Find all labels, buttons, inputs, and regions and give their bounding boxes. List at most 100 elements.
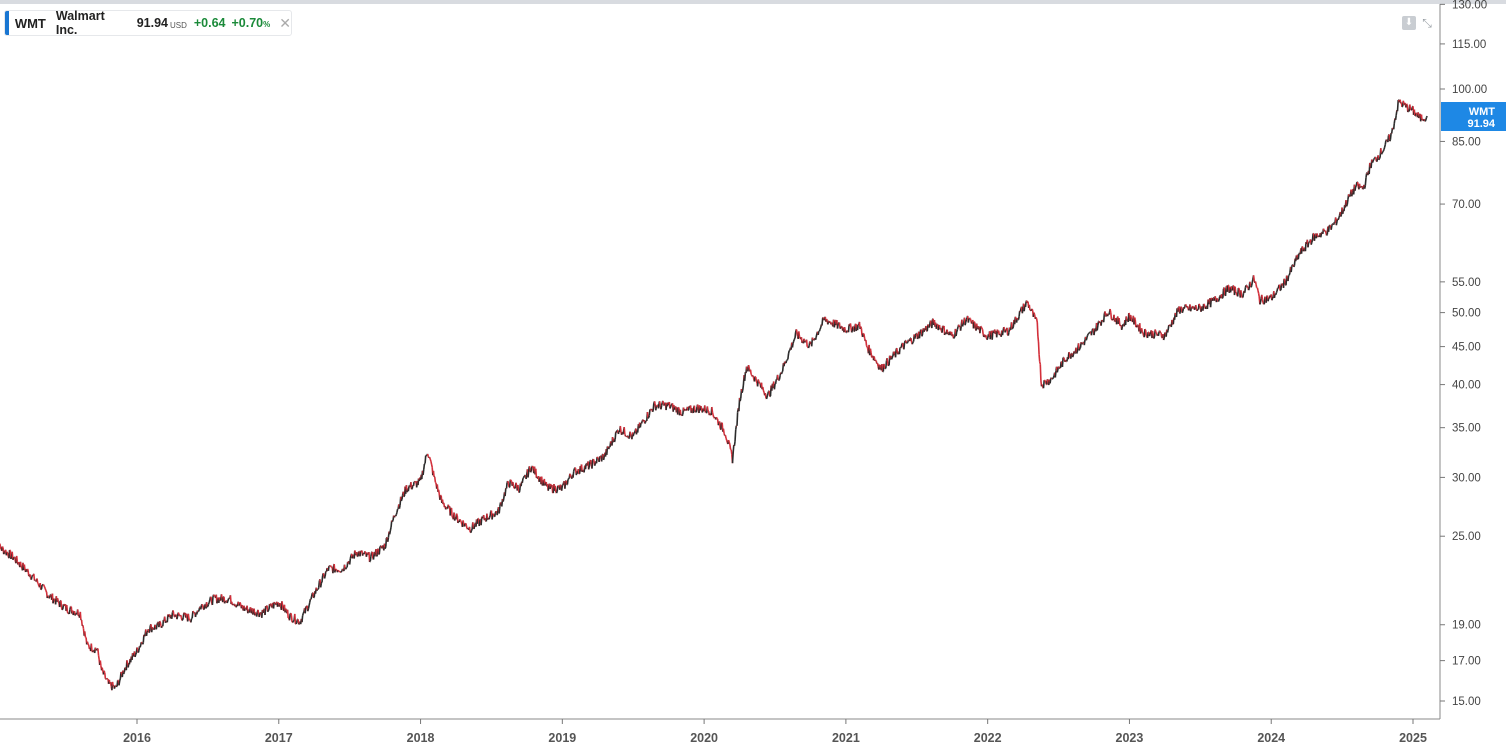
collapse-icon[interactable]: ⤡ <box>1422 16 1432 30</box>
price-segment <box>239 602 242 606</box>
price-segment <box>1238 288 1241 293</box>
price-segment <box>919 329 922 334</box>
price-segment <box>15 555 19 562</box>
y-tick-label: 85.00 <box>1452 136 1481 148</box>
price-segment <box>48 596 51 599</box>
price-segment <box>734 429 737 442</box>
price-segment <box>1076 347 1079 353</box>
price-segment <box>725 437 728 441</box>
price-segment <box>1 546 4 549</box>
price-segment <box>885 360 888 369</box>
price-segment <box>535 468 538 478</box>
price-segment <box>1302 249 1305 252</box>
price-segment <box>1097 321 1100 326</box>
price-segment <box>39 583 42 590</box>
price-segment <box>736 412 739 426</box>
price-segment <box>389 526 392 531</box>
price-segment <box>547 487 550 491</box>
price-segment <box>44 588 47 591</box>
price-segment <box>1288 272 1291 276</box>
price-segment <box>1356 181 1359 187</box>
price-segment <box>190 618 193 623</box>
x-tick-label: 2024 <box>1257 731 1285 745</box>
price-segment <box>1004 329 1007 333</box>
price-segment <box>158 620 161 623</box>
price-segment <box>707 410 710 412</box>
price-segment <box>1054 370 1057 378</box>
price-segment <box>624 433 627 437</box>
price-segment <box>388 530 392 535</box>
price-segment <box>652 403 655 411</box>
price-segment <box>984 334 988 338</box>
price-segment <box>257 609 260 615</box>
price-segment <box>37 583 40 587</box>
price-segment <box>509 479 512 482</box>
price-segment <box>945 331 948 335</box>
price-segment <box>1160 332 1163 338</box>
price-segment <box>1151 331 1155 337</box>
price-segment <box>1051 377 1054 380</box>
price-segment <box>1088 331 1091 334</box>
download-icon[interactable]: ⬇ <box>1402 16 1416 30</box>
price-segment <box>349 555 352 559</box>
price-segment <box>33 573 36 581</box>
price-segment <box>1291 264 1294 267</box>
price-segment <box>839 327 842 330</box>
price-segment <box>1252 275 1255 281</box>
price-segment <box>1011 326 1015 329</box>
price-segment <box>1316 233 1319 237</box>
x-tick-label: 2025 <box>1399 731 1427 745</box>
price-segment <box>1139 331 1142 334</box>
price-segment <box>974 322 977 329</box>
price-segment <box>14 556 17 562</box>
price-segment <box>928 323 931 328</box>
price-segment <box>787 353 790 360</box>
price-segment <box>1389 132 1392 140</box>
price-segment <box>430 463 433 468</box>
price-segment <box>1062 357 1066 360</box>
price-segment <box>66 611 69 614</box>
legend-close-icon[interactable]: ✕ <box>279 14 291 31</box>
price-segment <box>538 479 541 482</box>
price-segment <box>312 596 315 599</box>
legend-price: 91.94 <box>136 16 168 30</box>
price-segment <box>58 600 61 608</box>
price-segment <box>6 552 10 557</box>
price-segment <box>657 403 660 409</box>
price-segment <box>1324 230 1327 234</box>
price-segment <box>493 513 497 517</box>
price-segment <box>592 458 595 461</box>
price-segment <box>68 609 71 615</box>
price-segment <box>97 648 100 656</box>
price-segment <box>84 631 87 638</box>
price-segment <box>921 333 924 337</box>
price-segment <box>155 625 158 630</box>
price-segment <box>658 401 662 406</box>
price-segment <box>1275 290 1278 293</box>
price-segment <box>226 600 229 604</box>
price-segment <box>113 685 116 689</box>
price-segment <box>912 340 915 343</box>
price-segment <box>1203 304 1206 308</box>
price-segment <box>711 412 714 416</box>
price-segment <box>1007 332 1010 336</box>
price-segment <box>623 427 626 435</box>
price-segment <box>201 605 205 610</box>
price-segment <box>754 376 758 381</box>
price-segment <box>252 611 255 615</box>
price-segment <box>900 346 902 349</box>
price-segment <box>1037 341 1040 355</box>
price-segment <box>1355 181 1358 187</box>
price-segment <box>281 601 284 606</box>
price-segment <box>178 613 181 616</box>
price-segment <box>876 362 879 367</box>
price-segment <box>762 390 765 393</box>
price-segment <box>322 572 325 575</box>
price-segment <box>1049 378 1052 384</box>
price-segment <box>692 407 695 414</box>
price-segment <box>1149 331 1152 335</box>
price-segment <box>1187 308 1191 311</box>
price-segment <box>1257 293 1260 297</box>
price-segment <box>812 338 815 341</box>
